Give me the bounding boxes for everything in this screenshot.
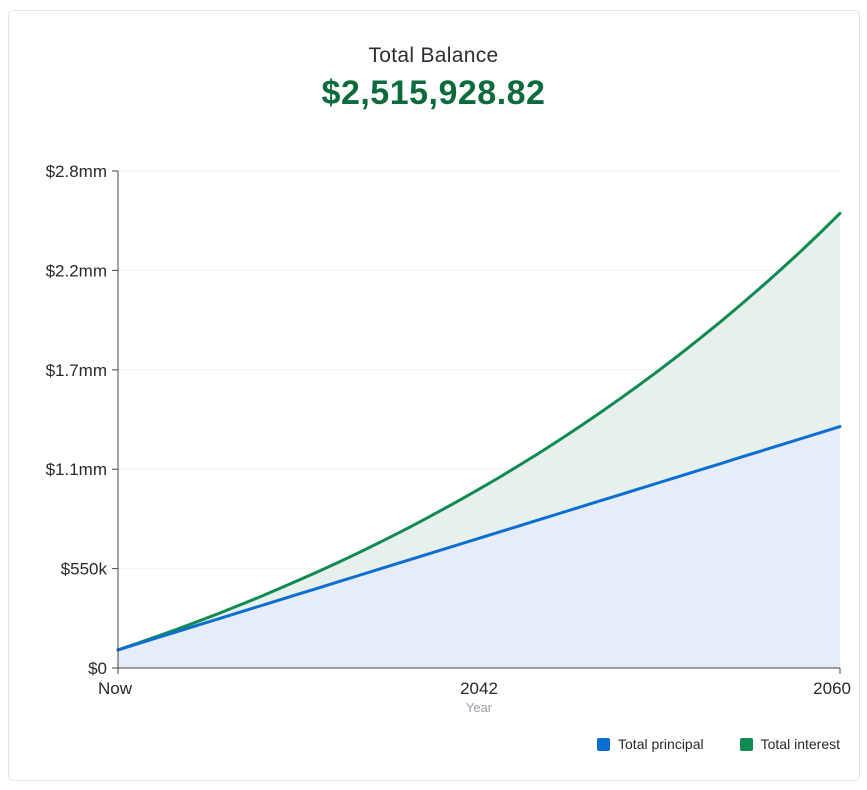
svg-text:$2.2mm: $2.2mm (46, 261, 107, 280)
svg-text:$0: $0 (88, 659, 107, 678)
legend-label-total-principal: Total principal (618, 736, 704, 752)
chart-legend: Total principal Total interest (597, 736, 840, 752)
svg-text:$1.1mm: $1.1mm (46, 460, 107, 479)
svg-text:$550k: $550k (61, 560, 108, 579)
legend-label-total-interest: Total interest (760, 736, 840, 752)
chart-title: Total Balance (368, 44, 499, 67)
svg-text:$2.8mm: $2.8mm (46, 162, 107, 181)
total-principal-swatch-icon (597, 737, 611, 751)
total-balance-amount: $2,515,928.82 (321, 74, 546, 112)
legend-item-total-interest: Total interest (739, 736, 840, 752)
svg-text:2042: 2042 (460, 679, 498, 698)
legend-item-total-principal: Total principal (597, 736, 704, 752)
svg-text:Now: Now (98, 679, 133, 698)
total-interest-swatch-icon (739, 737, 753, 751)
svg-text:$1.7mm: $1.7mm (46, 361, 107, 380)
svg-text:2060: 2060 (813, 679, 851, 698)
svg-text:Year: Year (466, 700, 493, 715)
